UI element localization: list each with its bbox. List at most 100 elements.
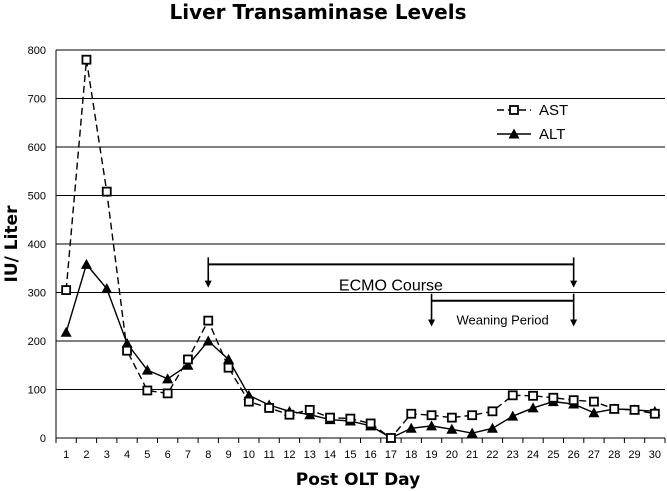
- annotation-arrow-head: [570, 319, 578, 327]
- data-point-alt: [507, 410, 519, 421]
- data-point-ast: [304, 404, 315, 415]
- data-point-ast: [507, 390, 518, 401]
- y-tick-label: 700: [28, 94, 46, 106]
- annotation-arrow-head: [204, 280, 212, 288]
- data-point-ast: [101, 186, 112, 197]
- data-point-ast: [446, 412, 457, 423]
- data-point-ast: [406, 408, 417, 419]
- data-point-ast: [467, 410, 478, 421]
- data-point-alt: [486, 422, 498, 433]
- data-point-ast: [183, 354, 193, 365]
- data-point-alt: [60, 326, 72, 337]
- x-tick-label: 28: [608, 449, 620, 461]
- data-point-alt: [405, 422, 417, 433]
- x-tick-label: 8: [205, 449, 211, 461]
- annotation-ecmo-course: ECMO Course: [204, 257, 578, 294]
- data-point-ast: [61, 285, 72, 295]
- data-point-ast: [365, 418, 376, 429]
- x-tick-label: 15: [344, 449, 356, 461]
- x-tick-label: 10: [243, 449, 255, 461]
- x-tick-label: 7: [185, 449, 191, 461]
- x-tick-label: 4: [124, 449, 130, 461]
- x-tick-label: 23: [507, 449, 519, 461]
- data-point-ast: [487, 406, 498, 417]
- data-point-alt: [80, 258, 92, 269]
- data-point-ast: [203, 315, 214, 326]
- data-point-ast: [589, 396, 599, 407]
- data-point-alt: [141, 364, 153, 375]
- data-point-alt: [182, 359, 194, 370]
- x-tick-label: 22: [486, 449, 498, 461]
- y-tick-label: 100: [28, 385, 46, 397]
- x-tick-label: 11: [263, 449, 274, 461]
- grid: [56, 49, 665, 439]
- y-tick-label: 300: [28, 288, 46, 300]
- x-tick-label: 24: [527, 449, 539, 461]
- y-tick-label: 200: [28, 336, 46, 348]
- data-point-ast: [345, 413, 356, 424]
- data-point-ast: [142, 385, 153, 396]
- data-point-alt: [101, 283, 113, 294]
- data-point-ast: [284, 409, 295, 420]
- legend: AST ALT: [497, 102, 568, 143]
- x-tick-label: 13: [304, 449, 316, 461]
- data-point-ast: [548, 392, 559, 403]
- y-tick-label: 600: [28, 142, 46, 154]
- legend-label-alt: ALT: [539, 126, 565, 143]
- data-point-ast: [223, 362, 234, 373]
- x-tick-label: 20: [446, 449, 458, 461]
- annotations: ECMO Course Weaning Period: [204, 257, 578, 328]
- x-tick-label: 21: [466, 449, 478, 461]
- data-point-ast: [629, 404, 640, 415]
- legend-item-alt: ALT: [497, 126, 565, 143]
- data-point-alt: [446, 423, 458, 434]
- data-point-alt: [121, 337, 133, 348]
- y-tick-label: 0: [40, 433, 46, 445]
- annotation-arrow-head: [428, 319, 436, 327]
- x-tick-label: 26: [568, 449, 580, 461]
- data-point-ast: [81, 54, 92, 65]
- data-point-ast: [243, 396, 254, 407]
- x-tick-label: 25: [547, 449, 559, 461]
- data-point-alt: [588, 407, 600, 418]
- x-tick-label: 19: [425, 449, 437, 461]
- x-tick-label: 17: [385, 449, 397, 461]
- y-tick-label: 800: [28, 45, 46, 57]
- legend-label-ast: AST: [539, 102, 568, 119]
- data-point-ast: [122, 345, 132, 356]
- x-tick-label: 2: [83, 449, 89, 461]
- x-tick-label: 3: [104, 449, 110, 461]
- chart-title: Liver Transaminase Levels: [169, 0, 466, 24]
- y-tick-label: 400: [28, 239, 46, 251]
- x-tick-label: 9: [225, 449, 231, 461]
- x-tick-label: 12: [283, 449, 295, 461]
- data-point-alt: [202, 335, 214, 346]
- x-tick-label: 16: [365, 449, 377, 461]
- x-tick-label: 1: [63, 449, 69, 461]
- data-point-alt: [162, 373, 174, 384]
- x-tick-label: 5: [144, 449, 150, 461]
- data-point-ast: [162, 388, 173, 399]
- annotation-label: Weaning Period: [456, 313, 548, 328]
- data-point-ast: [609, 403, 620, 414]
- data-point-alt: [527, 402, 539, 413]
- x-tick-label: 27: [588, 449, 600, 461]
- data-point-alt: [426, 420, 438, 431]
- x-axis-title: Post OLT Day: [296, 470, 420, 490]
- series: [60, 54, 661, 443]
- x-tick-label: 6: [165, 449, 171, 461]
- data-point-ast: [426, 410, 437, 421]
- data-point-ast: [264, 403, 275, 413]
- annotation-weaning-period: Weaning Period: [428, 293, 578, 328]
- x-tick-label: 18: [405, 449, 417, 461]
- series-ast: [61, 54, 660, 443]
- x-tick-label: 14: [324, 449, 336, 461]
- data-point-ast: [386, 433, 396, 443]
- data-point-ast: [325, 412, 335, 423]
- data-point-ast: [528, 390, 538, 401]
- x-tick-label: 30: [649, 449, 661, 461]
- annotation-label: ECMO Course: [339, 277, 443, 294]
- legend-marker-alt: [508, 128, 520, 139]
